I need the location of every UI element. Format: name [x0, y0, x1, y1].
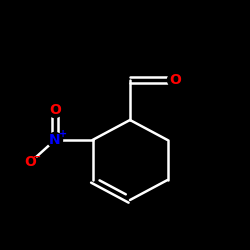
Text: N: N: [49, 133, 61, 147]
Text: +: +: [59, 129, 67, 139]
Text: O: O: [49, 103, 61, 117]
Text: O: O: [169, 73, 181, 87]
Circle shape: [22, 155, 38, 170]
Circle shape: [48, 132, 62, 148]
Circle shape: [48, 102, 62, 118]
Circle shape: [168, 72, 182, 88]
Text: O: O: [24, 156, 36, 170]
Text: −: −: [34, 152, 42, 162]
